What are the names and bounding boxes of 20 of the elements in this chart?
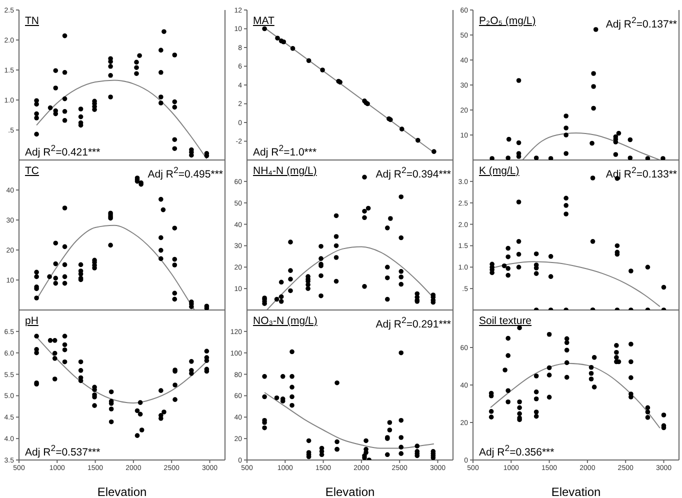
- x-axis-title: Elevation: [97, 485, 147, 498]
- x-axis-title: Elevation: [551, 485, 601, 498]
- text: NO₃-N (mg/L): [253, 315, 318, 327]
- text: K (mg/L): [479, 165, 520, 177]
- text: pH: [25, 315, 38, 327]
- text: TC: [25, 165, 39, 177]
- x-axis-title: Elevation: [325, 485, 375, 498]
- annotation: Adj R$^{2}$=0.421***: [25, 142, 100, 158]
- text: Soil texture: [479, 315, 532, 327]
- text: NH₄-N (mg/L): [253, 165, 317, 177]
- annotation: Adj R$^{2}$=0.356***: [479, 442, 554, 458]
- annotation: Adj R$^{2}$=0.537***: [25, 442, 100, 458]
- annotation: Adj R$^{2}$=0.394***: [376, 164, 451, 180]
- annotation: Adj R$^{2}$=0.291***: [376, 314, 451, 330]
- annotation: Adj R$^{2}$=0.495***: [148, 164, 223, 180]
- text: TN: [25, 15, 39, 27]
- text: P₂O₅ (mg/L): [479, 15, 536, 27]
- annotation: Adj R$^{2}$=0.137**: [606, 14, 677, 30]
- text: MAT: [253, 15, 274, 27]
- annotation: Adj R$^{2}$=1.0***: [253, 142, 317, 158]
